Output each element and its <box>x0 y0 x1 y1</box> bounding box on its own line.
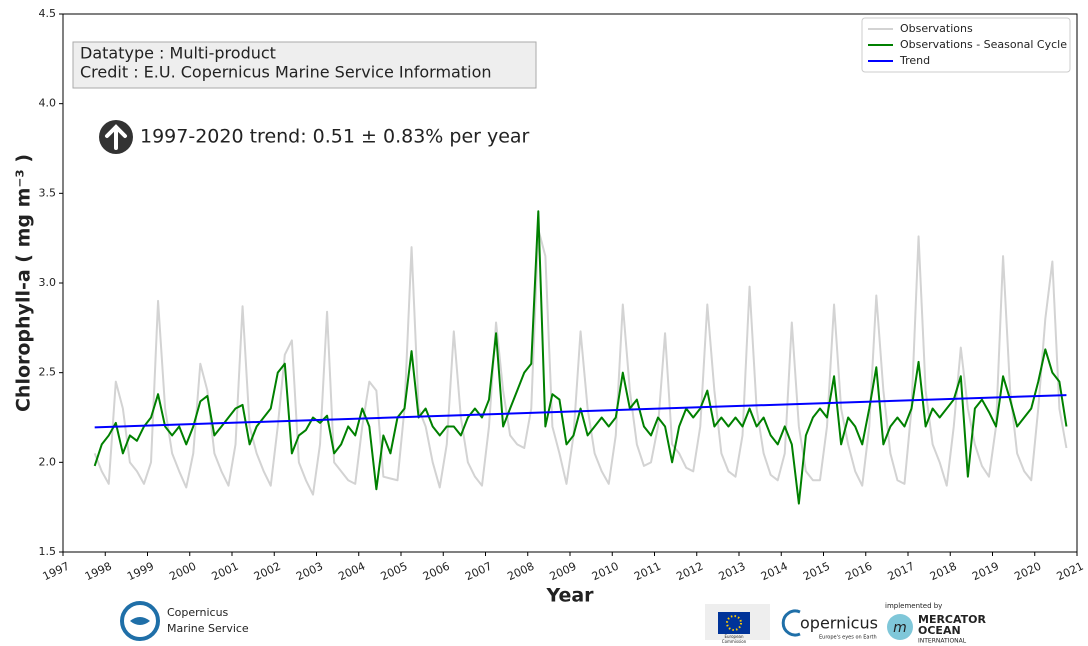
logo-text: OCEAN <box>918 624 961 637</box>
info-line: Datatype : Multi-product <box>80 44 276 63</box>
y-tick-label: 1.5 <box>39 545 57 558</box>
x-tick-label: 2021 <box>1055 560 1086 584</box>
y-tick-label: 4.5 <box>39 7 57 20</box>
x-tick-label: 2001 <box>210 560 241 584</box>
legend-box <box>861 17 1071 73</box>
x-tick-label: 2017 <box>886 560 917 584</box>
x-tick-label: 2004 <box>336 560 367 584</box>
logo-text: opernicus <box>800 614 878 633</box>
y-tick-label: 3.5 <box>39 186 57 199</box>
svg-text:m: m <box>893 620 907 636</box>
legend: Observations Observations - Seasonal Cycl… <box>868 22 1067 67</box>
x-tick-label: 2016 <box>843 560 874 584</box>
x-tick-label: 2008 <box>505 560 536 584</box>
series-line <box>94 394 1067 429</box>
copernicus-logo: opernicus Europe's eyes on Earth <box>781 609 878 641</box>
x-tick-label: 2011 <box>632 560 663 584</box>
x-tick-label: 2002 <box>252 560 283 584</box>
y-tick-label: 3.0 <box>39 276 57 289</box>
x-tick-label: 2006 <box>421 560 452 584</box>
y-tick-label: 4.0 <box>39 97 57 110</box>
mercator-logo: implemented by m MERCATOR OCEAN INTERNAT… <box>885 602 987 645</box>
logo-text: MERCATOR <box>918 613 987 626</box>
x-tick-label: 2003 <box>294 560 325 584</box>
series-line <box>93 210 1068 505</box>
y-tick-label: 2.0 <box>39 455 57 468</box>
x-tick-label: 2010 <box>590 560 621 584</box>
x-tick-label: 1998 <box>83 560 114 584</box>
logo-text: Copernicus <box>167 606 229 619</box>
trend-annotation: 1997-2020 trend: 0.51 ± 0.83% per year <box>140 126 530 148</box>
x-tick-label: 2007 <box>463 560 494 584</box>
series-line <box>93 228 1068 496</box>
x-tick-label: 2020 <box>1012 560 1043 584</box>
logo-text: Commission <box>722 639 747 644</box>
logo-text: European <box>724 634 744 639</box>
x-axis-label: Year <box>545 585 594 607</box>
x-tick-label: 1999 <box>125 560 156 584</box>
x-tick-label: 2013 <box>717 560 748 584</box>
x-tick-label: 2014 <box>759 560 790 584</box>
x-tick-label: 2018 <box>928 560 959 584</box>
logo-text: implemented by <box>885 602 942 610</box>
y-tick-label: 2.5 <box>39 366 57 379</box>
eu-logo: European Commission <box>705 604 770 644</box>
y-axis-label: Chlorophyll-a ( mg m⁻³ ) <box>13 154 35 412</box>
legend-label: Observations - Seasonal Cycle <box>900 38 1067 51</box>
x-tick-label: 2019 <box>970 560 1001 584</box>
x-tick-label: 1997 <box>41 560 72 584</box>
x-tick-label: 2000 <box>167 560 198 584</box>
legend-label: Observations <box>900 22 973 35</box>
marine-logo: Copernicus Marine Service <box>120 601 249 641</box>
x-tick-label: 2009 <box>548 560 579 584</box>
x-tick-label: 2012 <box>674 560 705 584</box>
plot-frame <box>62 13 1078 553</box>
info-box <box>72 41 537 89</box>
logo-text: Marine Service <box>167 622 249 635</box>
legend-label: Trend <box>899 54 930 67</box>
trend-arrow-icon <box>99 120 133 154</box>
x-tick-label: 2015 <box>801 560 832 584</box>
logo-text: Europe's eyes on Earth <box>819 635 877 641</box>
info-line: Credit : E.U. Copernicus Marine Service … <box>80 63 492 82</box>
x-tick-label: 2005 <box>379 560 410 584</box>
logo-text: INTERNATIONAL <box>918 638 967 645</box>
